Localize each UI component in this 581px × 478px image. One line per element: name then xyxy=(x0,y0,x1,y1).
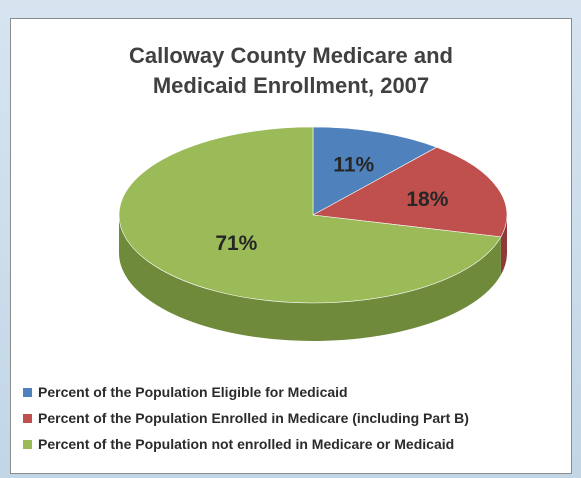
pie-data-labels: 11% 18% 71% xyxy=(215,154,448,255)
legend-label-medicaid: Percent of the Population Eligible for M… xyxy=(38,384,348,400)
legend-item-not-enrolled: Percent of the Population not enrolled i… xyxy=(23,431,563,457)
pie-slice-medicaid xyxy=(312,126,438,216)
legend-label-not-enrolled: Percent of the Population not enrolled i… xyxy=(38,436,455,452)
legend-item-medicaid: Percent of the Population Eligible for M… xyxy=(23,379,563,405)
legend-item-medicare: Percent of the Population Enrolled in Me… xyxy=(23,405,563,431)
data-label-medicaid: 11% xyxy=(333,154,374,177)
pie-side-medicare xyxy=(500,215,507,275)
pie-slice-medicare xyxy=(312,146,508,238)
chart-area: Calloway County Medicare and Medicaid En… xyxy=(10,18,572,474)
legend-swatch-medicaid xyxy=(23,388,32,397)
legend-label-medicare: Percent of the Population Enrolled in Me… xyxy=(38,410,469,426)
pie-slices xyxy=(118,126,508,304)
legend-swatch-medicare xyxy=(23,414,32,423)
pie-side-not-enrolled xyxy=(119,215,501,341)
pie-sides xyxy=(119,215,507,341)
legend-swatch-not-enrolled xyxy=(23,440,32,449)
legend: Percent of the Population Eligible for M… xyxy=(23,379,563,457)
chart-title-line-1: Calloway County Medicare and xyxy=(129,43,453,68)
data-label-medicare: 18% xyxy=(406,188,448,211)
pie-slice-not-enrolled xyxy=(118,126,502,304)
pie-chart: 11% 18% 71% xyxy=(118,126,508,341)
data-label-not-enrolled: 71% xyxy=(215,232,257,255)
chart-title-line-2: Medicaid Enrollment, 2007 xyxy=(152,73,430,98)
chart-title: Calloway County Medicare and Medicaid En… xyxy=(11,41,571,101)
